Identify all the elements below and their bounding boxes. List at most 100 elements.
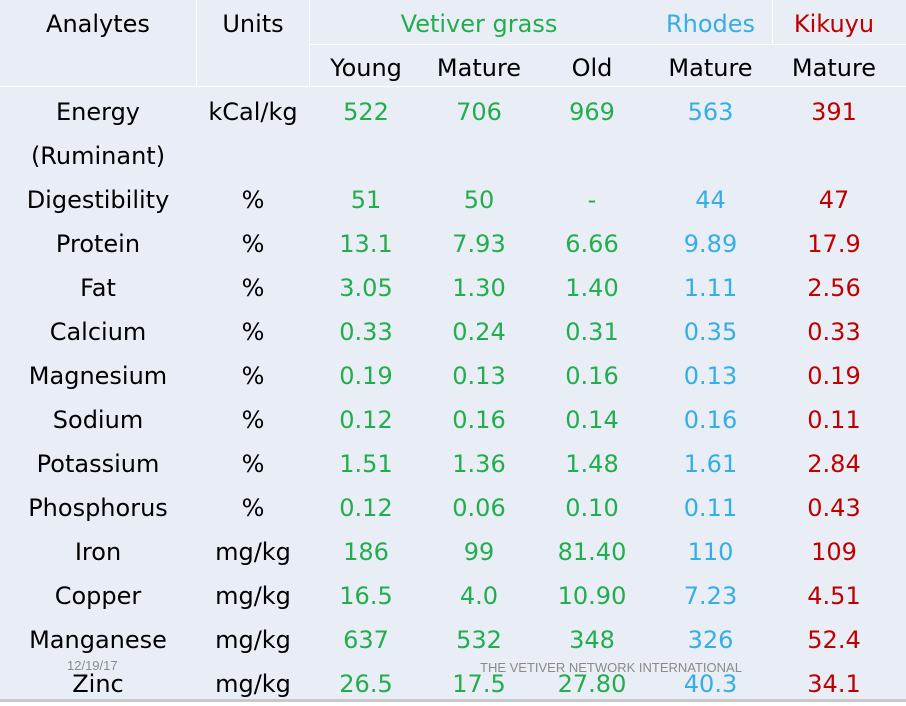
value-vetiver-old: 969 <box>569 98 615 126</box>
value-vetiver-young: 522 <box>343 98 389 126</box>
value-rhodes-mature: 0.13 <box>683 362 738 390</box>
bottom-rule <box>0 699 906 702</box>
value-vetiver-old: 0.14 <box>565 406 619 434</box>
value-vetiver-mature: 0.24 <box>452 318 506 346</box>
value-vetiver-old: 10.90 <box>557 582 627 610</box>
header-divider <box>772 0 773 44</box>
header-kikuyu-mature: Mature <box>791 54 877 82</box>
value-vetiver-mature: 706 <box>456 98 502 126</box>
unit-cell: % <box>241 318 265 346</box>
value-kikuyu-mature: 0.33 <box>807 318 861 346</box>
analyte-name: Protein <box>55 230 141 258</box>
unit-cell: mg/kg <box>215 670 291 698</box>
value-rhodes-mature: 326 <box>687 626 734 654</box>
value-rhodes-mature: 40.3 <box>683 670 738 698</box>
unit-cell: % <box>241 494 265 522</box>
table-row: Digestibility% 51 50 - 44 47 <box>0 178 906 222</box>
table-row: Phosphorus% 0.12 0.06 0.10 0.11 0.43 <box>0 486 906 530</box>
header-rhodes: Rhodes <box>665 10 756 38</box>
header-vetiver-mature: Mature <box>436 54 522 82</box>
analyte-name: Zinc <box>72 670 124 698</box>
value-kikuyu-mature: 2.84 <box>807 450 861 478</box>
value-rhodes-mature: 0.16 <box>683 406 738 434</box>
value-rhodes-mature: 1.61 <box>683 450 738 478</box>
header-divider <box>309 0 310 86</box>
table-row: Iron mg/kg 186 99 81.40 110 109 <box>0 530 906 574</box>
table-row: Magnesium% 0.19 0.13 0.16 0.13 0.19 <box>0 354 906 398</box>
header-rhodes-mature: Mature <box>668 54 753 82</box>
table-row: Sodium% 0.12 0.16 0.14 0.16 0.11 <box>0 398 906 442</box>
value-kikuyu-mature: 109 <box>811 538 857 566</box>
value-vetiver-young: 1.51 <box>339 450 393 478</box>
value-kikuyu-mature: 0.43 <box>807 494 861 522</box>
footer-organization: THE VETIVER NETWORK INTERNATIONAL <box>480 660 742 675</box>
value-vetiver-young: 0.19 <box>339 362 393 390</box>
table-row: Protein% 13.1 7.93 6.66 9.89 17.9 <box>0 222 906 266</box>
table-row: Potassium% 1.51 1.36 1.48 1.61 2.84 <box>0 442 906 486</box>
table-row: Calcium% 0.33 0.24 0.31 0.35 0.33 <box>0 310 906 354</box>
value-vetiver-old: 0.16 <box>565 362 619 390</box>
value-vetiver-mature: 50 <box>463 186 495 214</box>
value-kikuyu-mature: 0.19 <box>807 362 861 390</box>
value-vetiver-old: 0.31 <box>565 318 619 346</box>
analyte-name: Digestibility <box>26 186 170 214</box>
header-divider <box>0 86 906 87</box>
table-row: Zinc mg/kg 26.5 17.5 27.80 40.3 34.1 <box>0 662 906 706</box>
value-rhodes-mature: 0.11 <box>683 494 738 522</box>
value-vetiver-young: 0.33 <box>339 318 393 346</box>
value-kikuyu-mature: 4.51 <box>807 582 861 610</box>
value-rhodes-mature: 563 <box>687 98 734 126</box>
header-divider <box>310 44 906 45</box>
value-vetiver-old: 1.48 <box>565 450 619 478</box>
value-vetiver-young: 51 <box>350 186 382 214</box>
value-vetiver-old: 6.66 <box>565 230 619 258</box>
analyte-name: Sodium <box>52 406 144 434</box>
value-vetiver-mature: 0.06 <box>452 494 506 522</box>
value-vetiver-young: 13.1 <box>339 230 393 258</box>
value-vetiver-old: 0.10 <box>565 494 619 522</box>
value-rhodes-mature: 1.11 <box>683 274 738 302</box>
value-kikuyu-mature: 34.1 <box>807 670 861 698</box>
value-kikuyu-mature: 52.4 <box>807 626 861 654</box>
value-rhodes-mature: 7.23 <box>683 582 738 610</box>
value-rhodes-mature: 0.35 <box>683 318 738 346</box>
value-vetiver-mature: 1.36 <box>452 450 506 478</box>
value-vetiver-young: 3.05 <box>339 274 393 302</box>
value-vetiver-mature: 99 <box>463 538 495 566</box>
value-rhodes-mature: 44 <box>695 186 726 214</box>
value-vetiver-young: 637 <box>343 626 389 654</box>
analyte-name-line1: Energy <box>55 98 141 126</box>
value-vetiver-young: 0.12 <box>339 406 393 434</box>
value-vetiver-mature: 532 <box>456 626 502 654</box>
value-vetiver-mature: 7.93 <box>452 230 506 258</box>
header-vetiver-grass: Vetiver grass <box>400 10 558 38</box>
value-kikuyu-mature: 0.11 <box>807 406 861 434</box>
analyte-name: Phosphorus <box>28 494 168 522</box>
analyte-name: Magnesium <box>28 362 168 390</box>
analyte-name: Copper <box>54 582 142 610</box>
value-vetiver-young: 186 <box>343 538 389 566</box>
value-vetiver-old: 348 <box>569 626 615 654</box>
value-vetiver-mature: 0.13 <box>452 362 506 390</box>
unit-cell: % <box>241 406 265 434</box>
value-vetiver-old: - <box>587 186 597 214</box>
header-divider <box>196 0 197 86</box>
table-row: Copper mg/kg 16.5 4.0 10.90 7.23 4.51 <box>0 574 906 618</box>
value-vetiver-mature: 0.16 <box>452 406 506 434</box>
unit-cell: % <box>241 230 265 258</box>
analyte-name: Iron <box>74 538 122 566</box>
unit-cell: mg/kg <box>215 538 291 566</box>
unit-cell: % <box>241 362 265 390</box>
header-young: Young <box>330 54 402 82</box>
value-vetiver-young: 16.5 <box>339 582 393 610</box>
unit-cell: % <box>241 450 265 478</box>
analyte-name: Fat <box>80 274 116 302</box>
table-row: Manganese mg/kg 637 532 348 326 52.4 <box>0 618 906 662</box>
analyte-name-line2: (Ruminant) <box>30 142 166 170</box>
header-analytes: Analytes <box>46 10 150 38</box>
value-kikuyu-mature: 17.9 <box>807 230 861 258</box>
value-vetiver-young: 0.12 <box>339 494 393 522</box>
value-rhodes-mature: 110 <box>687 538 734 566</box>
table-row-energy: Energy (Ruminant) kCal/kg 522 706 969 56… <box>0 86 906 176</box>
